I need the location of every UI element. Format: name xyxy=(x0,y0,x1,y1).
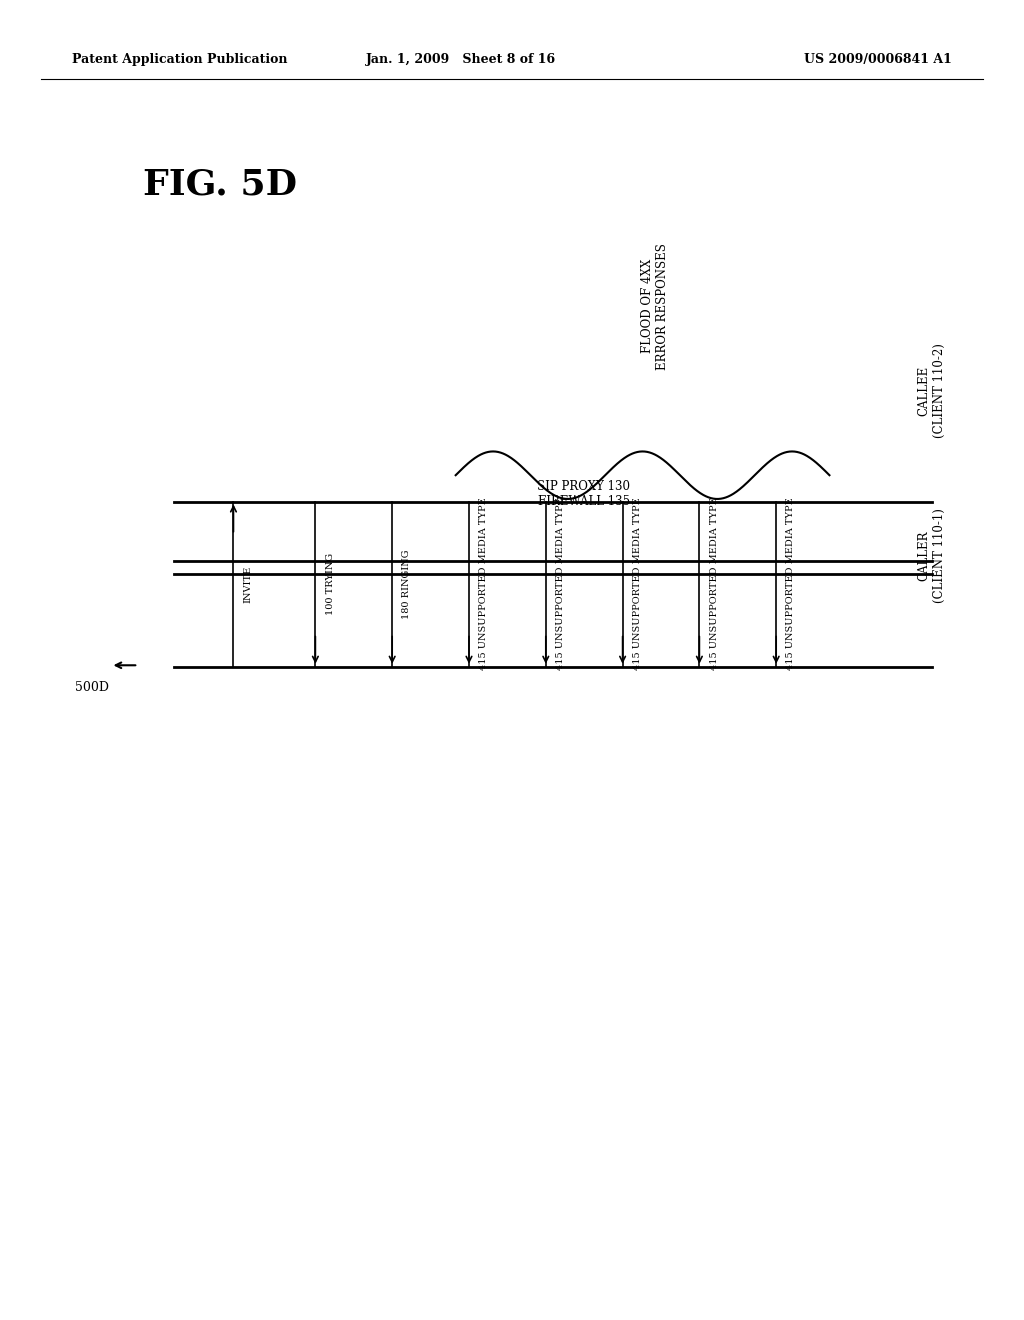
Text: 415 UNSUPPORTED MEDIA TYPE: 415 UNSUPPORTED MEDIA TYPE xyxy=(786,498,796,671)
Text: 500D: 500D xyxy=(75,681,110,694)
Text: FLOOD OF 4XX
ERROR RESPONSES: FLOOD OF 4XX ERROR RESPONSES xyxy=(641,243,670,370)
Text: 415 UNSUPPORTED MEDIA TYPE: 415 UNSUPPORTED MEDIA TYPE xyxy=(710,498,719,671)
Text: 415 UNSUPPORTED MEDIA TYPE: 415 UNSUPPORTED MEDIA TYPE xyxy=(479,498,488,671)
Text: Patent Application Publication: Patent Application Publication xyxy=(72,53,287,66)
Text: 180 RINGING: 180 RINGING xyxy=(402,549,412,619)
Text: US 2009/0006841 A1: US 2009/0006841 A1 xyxy=(805,53,952,66)
Text: CALLER
(CLIENT 110-1): CALLER (CLIENT 110-1) xyxy=(918,508,946,603)
Text: 415 UNSUPPORTED MEDIA TYPE: 415 UNSUPPORTED MEDIA TYPE xyxy=(556,498,565,671)
Text: FIG. 5D: FIG. 5D xyxy=(143,168,297,202)
Text: CALLEE
(CLIENT 110-2): CALLEE (CLIENT 110-2) xyxy=(918,343,946,438)
Text: 415 UNSUPPORTED MEDIA TYPE: 415 UNSUPPORTED MEDIA TYPE xyxy=(633,498,642,671)
Text: 100 TRYING: 100 TRYING xyxy=(326,553,335,615)
Text: SIP PROXY 130
FIREWALL 135: SIP PROXY 130 FIREWALL 135 xyxy=(538,480,630,508)
Text: INVITE: INVITE xyxy=(244,565,253,603)
Text: Jan. 1, 2009   Sheet 8 of 16: Jan. 1, 2009 Sheet 8 of 16 xyxy=(366,53,556,66)
